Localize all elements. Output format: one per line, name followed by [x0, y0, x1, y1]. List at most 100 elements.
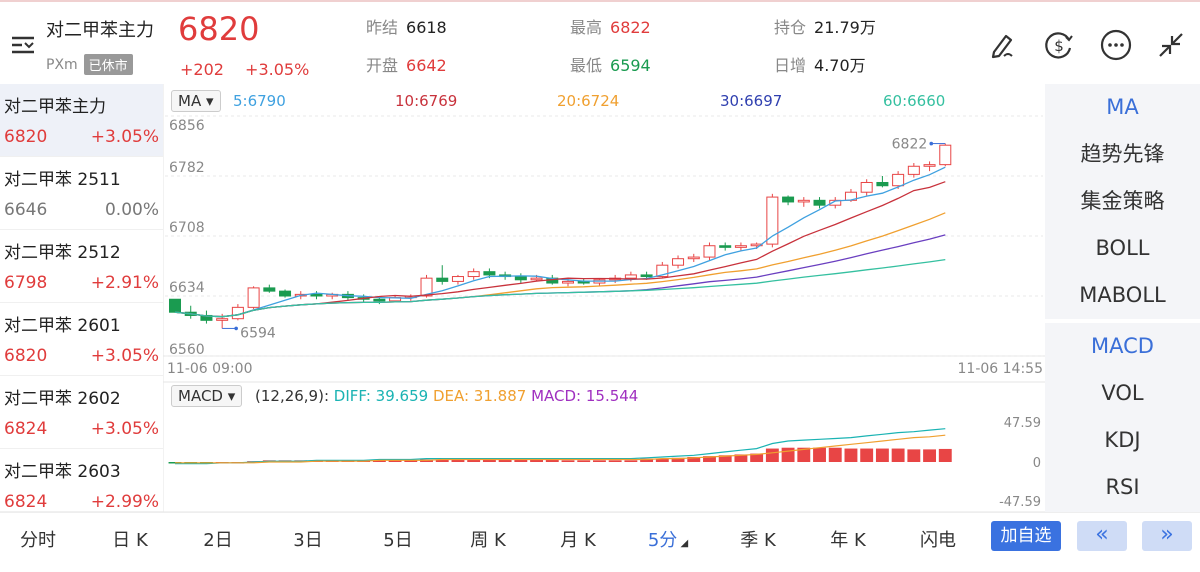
indicator-rsi[interactable]: RSI: [1105, 475, 1140, 499]
high-marker-dot: [929, 141, 934, 146]
macd-histogram-bar: [860, 448, 874, 462]
macd-histogram-bar: [938, 448, 952, 462]
candle-body: [310, 293, 323, 297]
candle-body: [813, 199, 826, 206]
macd-histogram-bar: [388, 460, 402, 462]
macd-histogram-bar: [891, 448, 905, 462]
contract-pct: +2.99%: [90, 492, 159, 512]
macd-histogram-bar: [372, 460, 386, 462]
macd-histogram-bar: [514, 459, 528, 462]
contract-item[interactable]: 对二甲苯 2601 6820 +3.05%: [0, 303, 163, 376]
candle-body: [373, 298, 386, 302]
macd-histogram-bar: [734, 454, 748, 462]
contract-item[interactable]: 对二甲苯 2511 6646 0.00%: [0, 157, 163, 230]
period-tab-flash[interactable]: 闪电: [920, 530, 956, 551]
period-tab-day[interactable]: 日 K: [112, 530, 148, 551]
contract-price: 6646: [4, 200, 48, 220]
y-axis-label: 6634: [169, 280, 205, 296]
macd-histogram-bar: [828, 447, 842, 462]
add-watchlist-button[interactable]: 加自选: [991, 521, 1061, 551]
indicator-boll[interactable]: BOLL: [1095, 236, 1150, 260]
svg-text:$: $: [1054, 37, 1064, 55]
macd-y-bottom-label: -47.59: [999, 495, 1041, 510]
draw-icon[interactable]: [986, 28, 1020, 62]
y-axis-label: 6560: [169, 342, 205, 358]
macd-y-mid-label: 0: [1033, 456, 1041, 471]
contract-item[interactable]: 对二甲苯 2602 6824 +3.05%: [0, 376, 163, 449]
last-price: 6820: [178, 10, 260, 48]
indicator-maboll[interactable]: MABOLL: [1079, 283, 1166, 307]
indicator-kdj[interactable]: KDJ: [1104, 428, 1141, 452]
candle-body: [782, 196, 795, 203]
menu-icon[interactable]: [8, 32, 38, 58]
period-tab-year[interactable]: 年 K: [830, 530, 866, 551]
ma60-line: [174, 258, 946, 318]
contract-item[interactable]: 对二甲苯 2512 6798 +2.91%: [0, 230, 163, 303]
candle-body: [420, 277, 433, 297]
macd-histogram-bar: [750, 453, 764, 462]
macd-histogram-bar: [703, 456, 716, 462]
candle-body: [514, 276, 527, 281]
macd-histogram-bar: [435, 459, 449, 462]
macd-histogram-bar: [530, 459, 544, 462]
period-tab-5min[interactable]: 5分 ◢: [647, 530, 689, 551]
period-tab-3day[interactable]: 3日: [293, 530, 323, 551]
indicator-vol[interactable]: VOL: [1101, 381, 1144, 405]
stat-low: 最低 6594: [570, 56, 651, 75]
contract-name: 对二甲苯主力: [4, 97, 106, 117]
macd-histogram-bar: [923, 449, 937, 462]
chart-area[interactable]: 6856 6782 6708 6634 6560 6822 6594 11-06 09:00 1…: [163, 84, 1045, 512]
macd-histogram-bar: [671, 457, 685, 462]
time-end-label: 11-06 14:55: [958, 361, 1043, 377]
macd-histogram-bar: [545, 459, 559, 462]
macd-histogram-bar: [561, 460, 575, 462]
macd-histogram-bar: [718, 455, 732, 462]
ma60-label: 60:6660: [883, 92, 946, 110]
contract-item[interactable]: 对二甲苯 2603 6824 +2.99%: [0, 449, 163, 512]
macd-histogram-bar: [498, 459, 512, 462]
period-tab-2day[interactable]: 2日: [203, 530, 233, 551]
next-contract-button[interactable]: »: [1142, 521, 1192, 551]
candle-body: [216, 318, 229, 321]
macd-histogram-bar: [467, 459, 481, 462]
macd-histogram-bar: [655, 458, 669, 462]
sub-indicator-select[interactable]: MACD ▾: [171, 385, 243, 407]
period-tab-quarter[interactable]: 季 K: [740, 530, 776, 551]
high-marker-label: 6822: [892, 137, 928, 153]
macd-histogram-bar: [687, 456, 701, 462]
prev-contract-button[interactable]: «: [1077, 521, 1127, 551]
macd-histogram-bar: [640, 458, 654, 462]
y-axis-label: 6856: [169, 118, 205, 134]
collapse-icon[interactable]: [1154, 28, 1188, 62]
main-indicator-select[interactable]: MA ▾: [171, 90, 221, 112]
market-status-badge: 已休市: [83, 54, 133, 75]
contract-price: 6824: [4, 492, 48, 512]
y-axis-label: 6782: [169, 160, 205, 176]
currency-icon[interactable]: $: [1042, 28, 1076, 62]
indicator-macd[interactable]: MACD: [1091, 334, 1154, 358]
candle-body: [734, 245, 747, 248]
y-axis-label: 6708: [169, 220, 205, 236]
period-tab-month[interactable]: 月 K: [560, 530, 596, 551]
more-icon[interactable]: [1099, 28, 1133, 62]
contract-item[interactable]: 对二甲苯主力 6820 +3.05%: [0, 84, 163, 157]
candle-body: [750, 243, 763, 247]
time-start-label: 11-06 09:00: [167, 361, 252, 377]
ma30-label: 30:6697: [720, 92, 783, 110]
kline-chart-svg: 6856 6782 6708 6634 6560 6822 6594 11-06 09:00 1…: [163, 84, 1045, 512]
candle-body: [766, 196, 779, 245]
contract-pct: 0.00%: [104, 200, 159, 220]
candle-body: [451, 276, 464, 282]
macd-legend: (12,26,9): DIFF: 39.659 DEA: 31.887 MACD…: [255, 387, 638, 405]
indicator-capital-strategy[interactable]: 集金策略: [1080, 189, 1165, 213]
period-tab-intraday[interactable]: 分时: [20, 530, 56, 551]
indicator-divider: [1045, 319, 1200, 323]
period-tab-5day[interactable]: 5日: [383, 530, 413, 551]
contract-price: 6820: [4, 346, 48, 366]
candle-body: [483, 271, 496, 276]
contract-list: 对二甲苯主力 6820 +3.05% 对二甲苯 2511 6646 0.00% 对二…: [0, 84, 163, 512]
indicator-ma[interactable]: MA: [1106, 95, 1139, 119]
macd-histogram-bar: [797, 447, 811, 462]
indicator-trend-pioneer[interactable]: 趋势先锋: [1080, 142, 1165, 166]
period-tab-week[interactable]: 周 K: [470, 530, 506, 551]
